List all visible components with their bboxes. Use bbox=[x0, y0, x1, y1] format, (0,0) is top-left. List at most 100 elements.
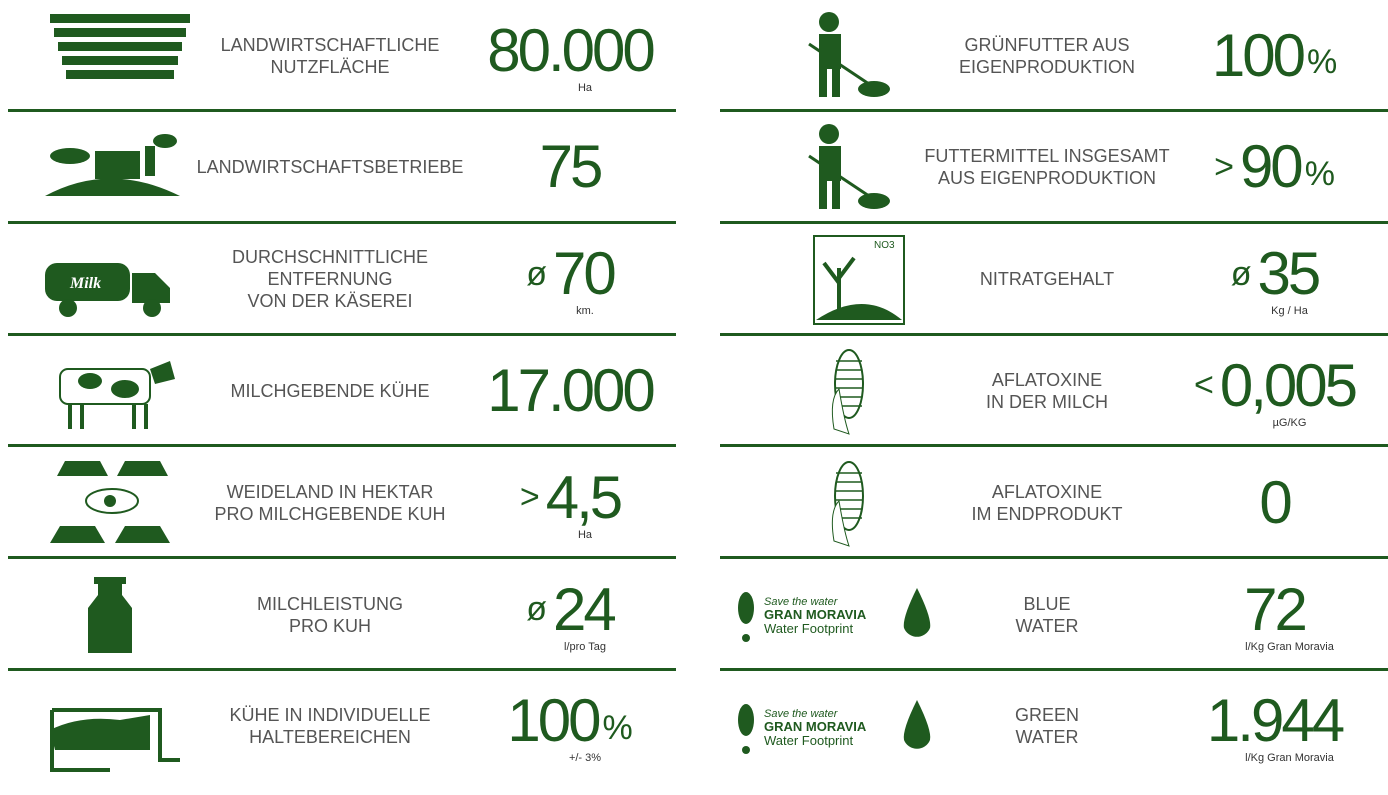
value: 0,005 bbox=[1220, 353, 1355, 419]
icon-shape bbox=[111, 380, 139, 398]
icon-shape bbox=[153, 134, 177, 148]
label-line: NITRATGEHALT bbox=[980, 268, 1114, 290]
label-line: AFLATOXINE bbox=[992, 481, 1102, 503]
stat-value: >4,5Ha bbox=[465, 447, 675, 558]
stat-value: 17.000 bbox=[465, 335, 675, 446]
value-suffix: % bbox=[1305, 155, 1335, 194]
label-line: GREEN bbox=[1015, 704, 1079, 726]
icon: NO3 bbox=[774, 228, 924, 328]
label-line: IN DER MILCH bbox=[986, 391, 1108, 413]
stat-label: MILCHGEBENDE KÜHE bbox=[190, 335, 470, 446]
icon-shape bbox=[80, 404, 84, 429]
icon-shape bbox=[78, 373, 102, 389]
label-line: MILCHGEBENDE KÜHE bbox=[230, 380, 429, 402]
value-unit: Ha bbox=[578, 529, 592, 541]
stat-value: 72l/Kg Gran Moravia bbox=[1167, 559, 1382, 670]
label-line: PRO KUH bbox=[289, 615, 371, 637]
value-group: 80.000 bbox=[487, 18, 653, 84]
icon-text: Water Footprint bbox=[764, 733, 853, 748]
value-unit: Ha bbox=[578, 82, 592, 94]
value: 1.944 bbox=[1207, 688, 1342, 754]
label-line: BLUE bbox=[1023, 593, 1070, 615]
value-suffix: % bbox=[602, 709, 632, 748]
icon-shape bbox=[145, 146, 155, 176]
stat-label: AFLATOXINEIN DER MILCH bbox=[912, 335, 1182, 446]
value-group: ø24 bbox=[526, 577, 614, 643]
value-group: 100% bbox=[1212, 23, 1337, 89]
icon-text: Milk bbox=[69, 275, 101, 292]
value: 35 bbox=[1258, 241, 1319, 307]
stat-row: KÜHE IN INDIVIDUELLEHALTEBEREICHEN100%+/… bbox=[0, 671, 676, 782]
label-line: EIGENPRODUKTION bbox=[959, 56, 1135, 78]
value-suffix: % bbox=[1307, 43, 1337, 82]
value-unit: l/Kg Gran Moravia bbox=[1245, 752, 1334, 764]
stat-row: FUTTERMITTEL INSGESAMTAUS EIGENPRODUKTIO… bbox=[712, 112, 1388, 223]
icon-shape bbox=[68, 404, 72, 429]
label-line: MILCHLEISTUNG bbox=[257, 593, 403, 615]
icon-shape bbox=[819, 181, 827, 209]
label-line: FUTTERMITTEL INSGESAMT bbox=[924, 145, 1169, 167]
label-line: KÜHE IN INDIVIDUELLE bbox=[229, 704, 430, 726]
icon: Milk bbox=[40, 228, 190, 328]
icon-shape bbox=[50, 715, 150, 750]
icon-shape bbox=[858, 81, 890, 97]
stat-value: 100%+/- 3% bbox=[465, 671, 675, 782]
icon-shape bbox=[132, 404, 136, 429]
label-line: IM ENDPRODUKT bbox=[971, 503, 1122, 525]
icon bbox=[774, 451, 924, 551]
icon-shape bbox=[95, 151, 140, 179]
icon-shape bbox=[742, 634, 750, 642]
value-unit: l/Kg Gran Moravia bbox=[1245, 641, 1334, 653]
value-unit: +/- 3% bbox=[569, 752, 601, 764]
icon bbox=[40, 451, 190, 551]
label-line: GRÜNFUTTER AUS bbox=[964, 34, 1129, 56]
icon-shape bbox=[819, 69, 827, 97]
value-group: 72 bbox=[1244, 577, 1305, 643]
icon-shape bbox=[819, 124, 839, 144]
icon-shape bbox=[858, 193, 890, 209]
value: 100 bbox=[507, 688, 598, 754]
icon-shape bbox=[58, 42, 182, 51]
label-line: NUTZFLÄCHE bbox=[270, 56, 389, 78]
value: 0 bbox=[1259, 470, 1289, 536]
value-unit: Kg / Ha bbox=[1271, 305, 1308, 317]
label-line: WATER bbox=[1016, 726, 1079, 748]
icon-text: NO3 bbox=[874, 240, 895, 251]
stat-label: KÜHE IN INDIVIDUELLEHALTEBEREICHEN bbox=[190, 671, 470, 782]
icon-shape bbox=[150, 361, 175, 384]
label-line: AUS EIGENPRODUKTION bbox=[938, 167, 1156, 189]
stat-row: AFLATOXINEIM ENDPRODUKT 0 bbox=[712, 447, 1388, 558]
icon-shape bbox=[45, 178, 180, 196]
stat-value: >90% bbox=[1167, 112, 1382, 223]
value: 75 bbox=[540, 134, 601, 200]
stat-label: LANDWIRTSCHAFTSBETRIEBE bbox=[190, 112, 470, 223]
page: LANDWIRTSCHAFTLICHENUTZFLÄCHE80.000HaLAN… bbox=[0, 0, 1388, 795]
value-prefix: ø bbox=[526, 590, 547, 629]
stat-row: MILCHLEISTUNGPRO KUHø24l/pro Tag bbox=[0, 559, 676, 670]
value-unit: km. bbox=[576, 305, 594, 317]
icon-shape bbox=[66, 70, 174, 79]
stat-value: 100% bbox=[1167, 0, 1382, 111]
stat-value: 0 bbox=[1167, 447, 1382, 558]
icon bbox=[40, 563, 190, 663]
stat-label: FUTTERMITTEL INSGESAMTAUS EIGENPRODUKTIO… bbox=[912, 112, 1182, 223]
label-line: HALTEBEREICHEN bbox=[249, 726, 411, 748]
icon-shape bbox=[819, 12, 839, 32]
value-prefix: ø bbox=[526, 255, 547, 294]
